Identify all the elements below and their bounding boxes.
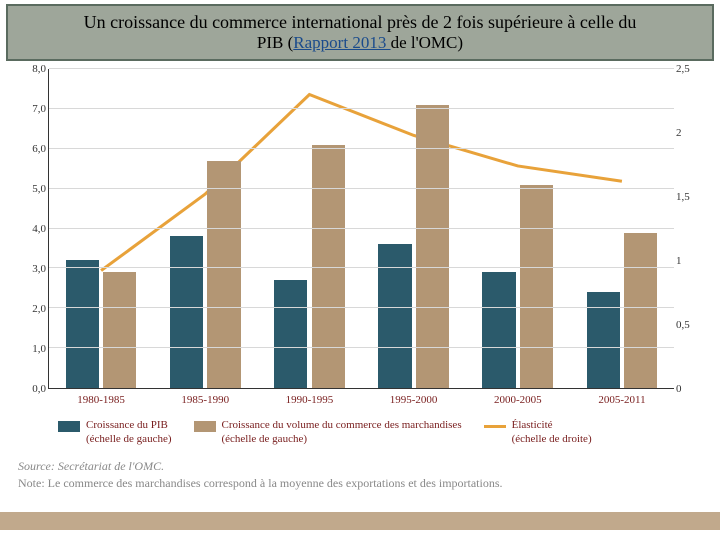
swatch-volume (194, 421, 216, 432)
y-right-tick: 1 (676, 255, 682, 267)
bar-group: 1985-1990 (153, 69, 257, 388)
legend-volume-l2: (échelle de gauche) (222, 433, 308, 445)
bar-volume (312, 145, 345, 388)
bar-pib (170, 236, 203, 388)
bar-volume (624, 233, 657, 389)
y-right-tick: 1,5 (676, 191, 690, 203)
y-left-tick: 5,0 (32, 183, 46, 195)
note-line: Note: Le commerce des marchandises corre… (18, 476, 702, 491)
title-line1: Un croissance du commerce international … (18, 12, 702, 33)
note-label: Note: (18, 476, 45, 490)
gridline (49, 347, 674, 348)
y-left-tick: 0,0 (32, 383, 46, 395)
x-label: 1995-2000 (362, 388, 466, 406)
y-right-tick: 2 (676, 127, 682, 139)
source-line: Source: Secrétariat de l'OMC. (18, 459, 702, 474)
y-right-tick: 2,5 (676, 63, 690, 75)
bar-pib (274, 280, 307, 388)
title-box: Un croissance du commerce international … (6, 4, 714, 61)
swatch-elasticity (484, 425, 506, 428)
y-axis-left: 0,01,02,03,04,05,06,07,08,0 (20, 69, 46, 389)
legend-elasticity: Élasticité (échelle de droite) (484, 419, 592, 447)
y-axis-right: 00,511,522,5 (676, 69, 700, 389)
bar-pib (482, 272, 515, 388)
bar-group: 1995-2000 (362, 69, 466, 388)
title-line2: PIB (Rapport 2013 de l'OMC) (18, 33, 702, 53)
x-label: 1980-1985 (49, 388, 153, 406)
legend-elast-l2: (échelle de droite) (512, 433, 592, 445)
bar-group: 1990-1995 (257, 69, 361, 388)
footer-band (0, 512, 720, 530)
y-left-tick: 4,0 (32, 223, 46, 235)
bar-group: 2000-2005 (466, 69, 570, 388)
bar-volume (207, 161, 240, 388)
swatch-pib (58, 421, 80, 432)
bar-volume (103, 272, 136, 388)
gridline (49, 68, 674, 69)
plot-area: 1980-19851985-19901990-19951995-20002000… (48, 69, 674, 389)
source-label: Source: (18, 459, 55, 473)
bar-group: 1980-1985 (49, 69, 153, 388)
y-left-tick: 6,0 (32, 143, 46, 155)
gridline (49, 108, 674, 109)
source-text: Secrétariat de l'OMC. (58, 459, 164, 473)
bar-group: 2005-2011 (570, 69, 674, 388)
title-before: PIB ( (257, 33, 293, 52)
gridline (49, 267, 674, 268)
bar-groups: 1980-19851985-19901990-19951995-20002000… (49, 69, 674, 388)
chart-area: 0,01,02,03,04,05,06,07,08,0 00,511,522,5… (48, 69, 674, 389)
y-left-tick: 8,0 (32, 63, 46, 75)
chart: 0,01,02,03,04,05,06,07,08,0 00,511,522,5… (18, 69, 702, 447)
x-label: 1990-1995 (257, 388, 361, 406)
bar-pib (378, 244, 411, 388)
title-link[interactable]: Rapport 2013 (293, 33, 390, 52)
gridline (49, 228, 674, 229)
legend-elast-l1: Élasticité (512, 419, 553, 431)
bar-volume (520, 185, 553, 388)
legend-volume-text: Croissance du volume du commerce des mar… (222, 419, 462, 447)
legend-volume: Croissance du volume du commerce des mar… (194, 419, 462, 447)
x-label: 2000-2005 (466, 388, 570, 406)
x-label: 2005-2011 (570, 388, 674, 406)
y-left-tick: 3,0 (32, 263, 46, 275)
legend: Croissance du PIB (échelle de gauche) Cr… (58, 419, 702, 447)
legend-elasticity-text: Élasticité (échelle de droite) (512, 419, 592, 447)
title-after: de l'OMC) (391, 33, 463, 52)
gridline (49, 307, 674, 308)
y-left-tick: 2,0 (32, 303, 46, 315)
legend-pib-l1: Croissance du PIB (86, 419, 168, 431)
bar-pib (66, 260, 99, 388)
legend-volume-l1: Croissance du volume du commerce des mar… (222, 419, 462, 431)
legend-pib-text: Croissance du PIB (échelle de gauche) (86, 419, 172, 447)
gridline (49, 148, 674, 149)
y-left-tick: 1,0 (32, 343, 46, 355)
note-text: Le commerce des marchandises correspond … (48, 476, 503, 490)
y-right-tick: 0 (676, 383, 682, 395)
legend-pib: Croissance du PIB (échelle de gauche) (58, 419, 172, 447)
gridline (49, 188, 674, 189)
y-left-tick: 7,0 (32, 103, 46, 115)
legend-pib-l2: (échelle de gauche) (86, 433, 172, 445)
x-label: 1985-1990 (153, 388, 257, 406)
y-right-tick: 0,5 (676, 319, 690, 331)
